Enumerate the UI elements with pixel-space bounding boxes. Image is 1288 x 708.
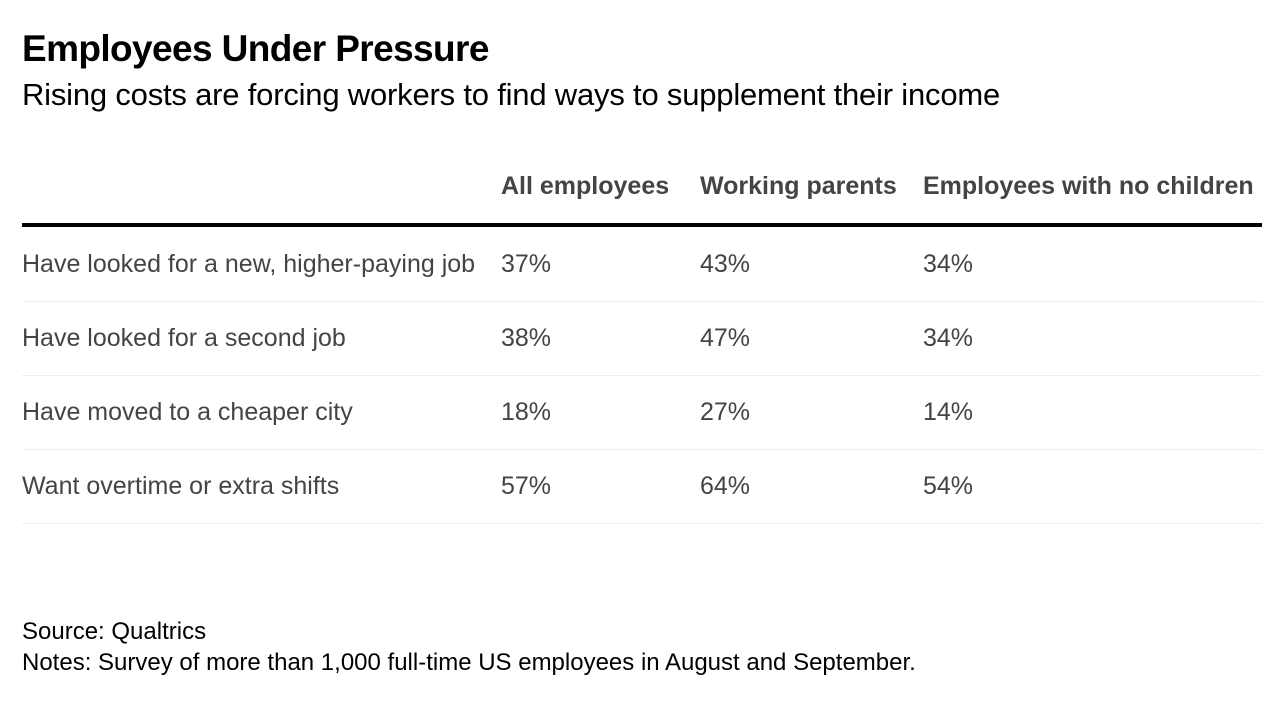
row-label: Have looked for a new, higher-paying job [22, 225, 501, 302]
table-cell: 47% [700, 301, 923, 376]
chart-footer: Source: Qualtrics Notes: Survey of more … [22, 616, 916, 678]
column-header-label [22, 170, 501, 227]
table-cell: 57% [501, 449, 700, 524]
notes-text: Notes: Survey of more than 1,000 full-ti… [22, 649, 916, 676]
row-label: Have moved to a cheaper city [22, 375, 501, 450]
chart-title: Employees Under Pressure [22, 28, 489, 69]
column-header-working-parents: Working parents [700, 170, 923, 227]
row-label: Have looked for a second job [22, 301, 501, 376]
table-cell: 34% [923, 225, 1262, 302]
table-cell: 38% [501, 301, 700, 376]
table-cell: 34% [923, 301, 1262, 376]
table-row: Have moved to a cheaper city 18% 27% 14% [22, 375, 1262, 450]
table-cell: 64% [700, 449, 923, 524]
table-row: Have looked for a second job 38% 47% 34% [22, 301, 1262, 376]
column-header-no-children: Employees with no children [923, 170, 1262, 227]
table-cell: 37% [501, 225, 700, 302]
source-note: Source: Qualtrics [22, 618, 207, 645]
column-header-all-employees: All employees [501, 170, 700, 227]
data-table: All employees Working parents Employees … [22, 170, 1262, 524]
chart-subtitle: Rising costs are forcing workers to find… [22, 77, 1001, 112]
table-row: Want overtime or extra shifts 57% 64% 54… [22, 449, 1262, 524]
table-cell: 18% [501, 375, 700, 450]
table-cell: 54% [923, 449, 1262, 524]
table-cell: 27% [700, 375, 923, 450]
table-cell: 14% [923, 375, 1262, 450]
table-header-row: All employees Working parents Employees … [22, 170, 1262, 227]
row-label: Want overtime or extra shifts [22, 449, 501, 524]
table-row: Have looked for a new, higher-paying job… [22, 225, 1262, 302]
chart-container: Employees Under Pressure Rising costs ar… [22, 26, 1262, 676]
table-cell: 43% [700, 225, 923, 302]
